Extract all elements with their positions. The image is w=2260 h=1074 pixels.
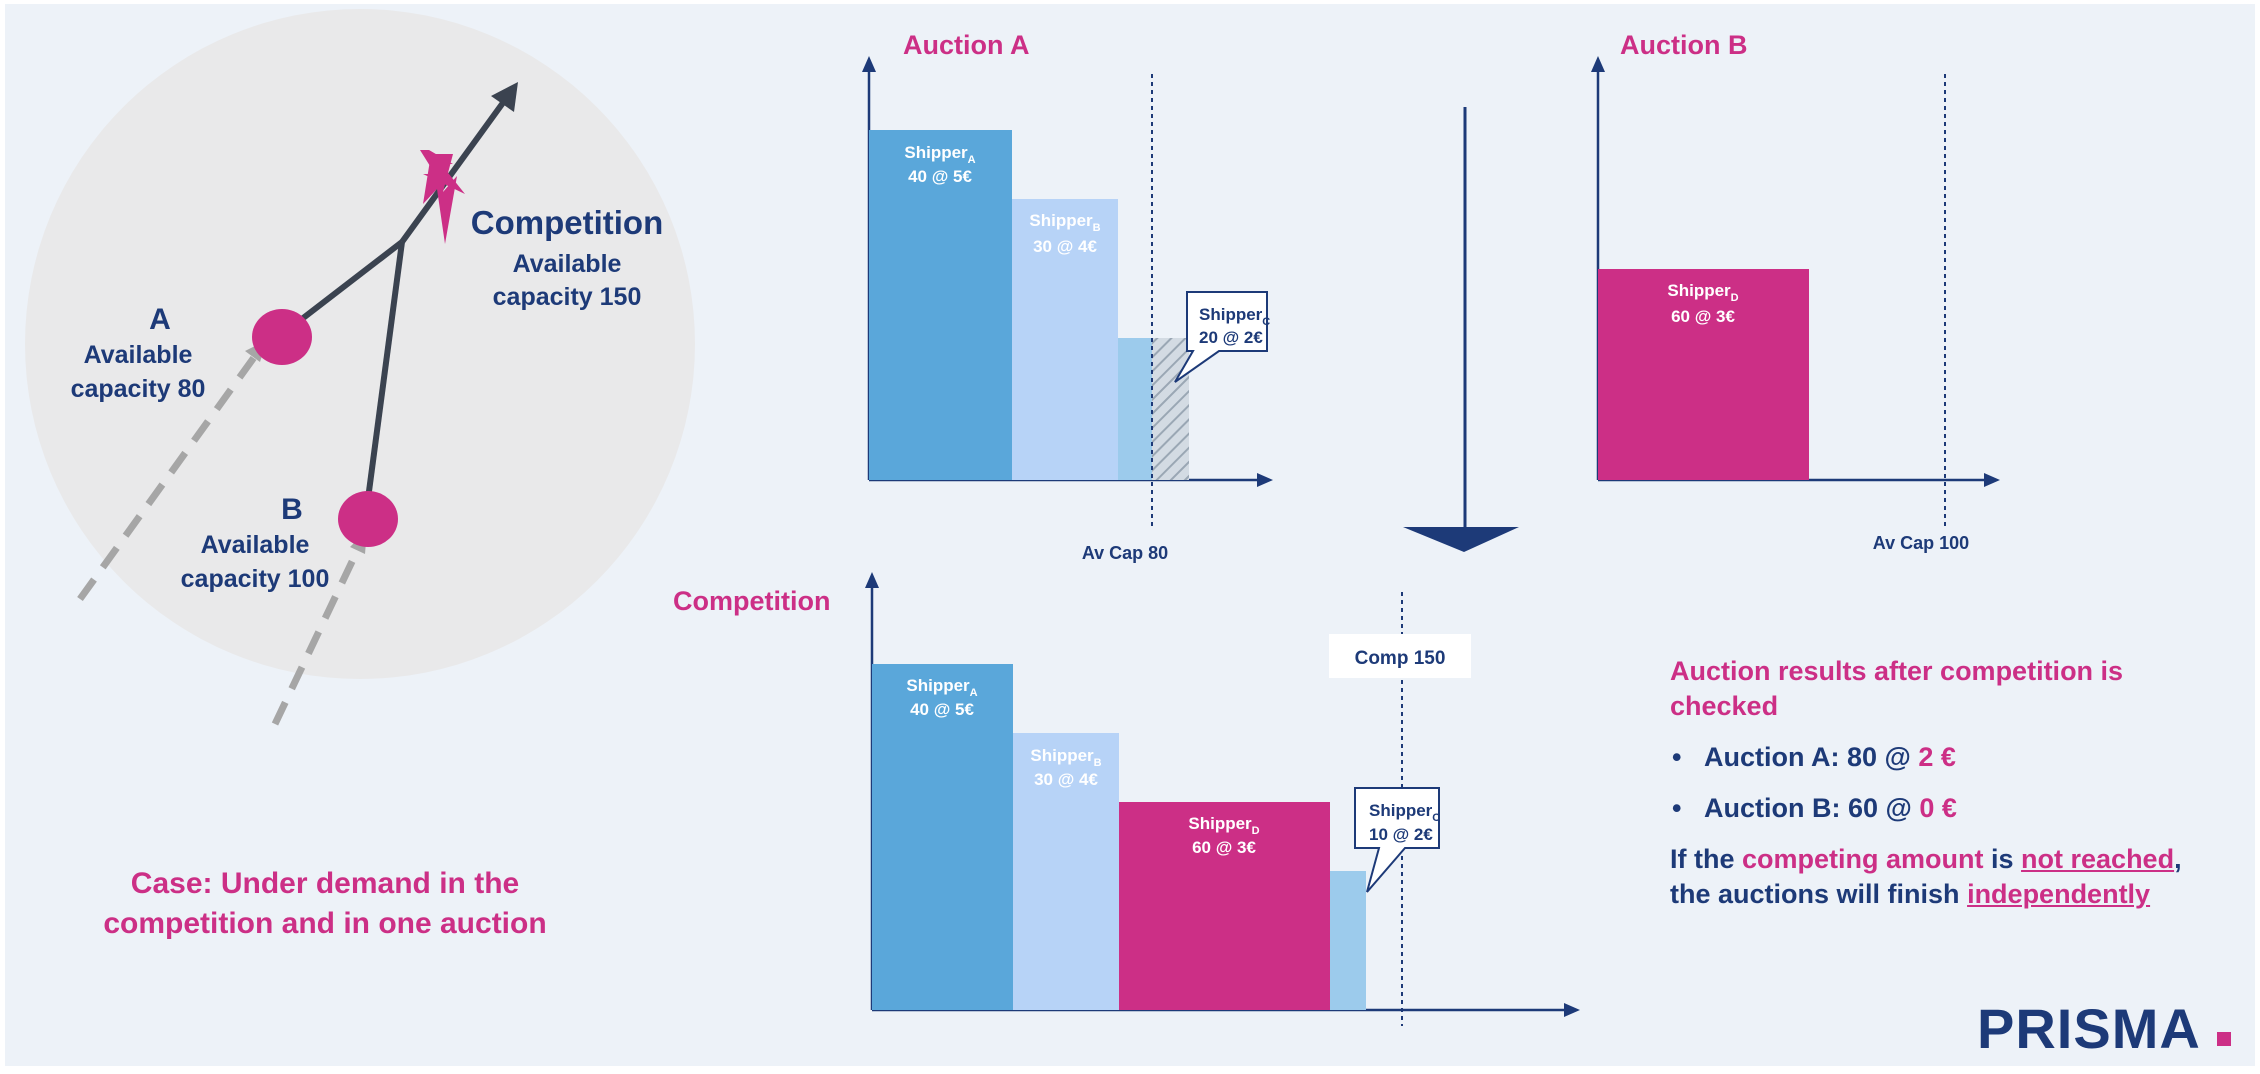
competition-offer-shipper-d: 60 @ 3€ [1192, 838, 1256, 857]
competition-capacity-box [1329, 634, 1471, 678]
point-b-node [338, 491, 398, 547]
auction-a-offer-shipper-b: 30 @ 4€ [1033, 237, 1097, 256]
competition-capacity-line2: capacity 150 [493, 283, 642, 311]
lightning-icon-bolt [423, 154, 457, 244]
competition-chart-title: Competition [673, 586, 830, 616]
prisma-logo: PRISMA [1977, 997, 2231, 1060]
bullet-dot-icon: • [1672, 742, 1682, 772]
arrow-icon [491, 82, 518, 112]
auction-a-callout-shipper-c [1174, 291, 1268, 383]
point-b-letter: B [281, 493, 303, 526]
competition-capacity-label: Comp 150 [1355, 648, 1446, 669]
competition-callout-shipper-c [1354, 787, 1440, 893]
auction-b-title: Auction B [1620, 30, 1748, 60]
auction-b-label-shipper-d: ShipperD [1667, 281, 1738, 304]
results-heading: Auction results after competition is che… [1670, 656, 2124, 721]
auction-a-offer-shipper-a: 40 @ 5€ [908, 167, 972, 186]
competition-bar-shipper-d [1119, 802, 1330, 1010]
link-b-to-junction [363, 241, 405, 515]
case-description: Case: Under demand in the competition an… [103, 867, 547, 940]
auction-a-chart: Auction A ShipperA 40 @ 5€ ShipperB 30 @… [862, 30, 1273, 563]
network-background-circle [25, 9, 695, 679]
network-diagram: Competition Available capacity 150 A Ava… [25, 9, 695, 726]
auction-a-y-arrowhead [862, 56, 876, 72]
results-item-auction-b: • Auction B: 60 @ 0 € [1670, 791, 2190, 826]
inflow-arrow-b [271, 547, 362, 726]
competition-y-arrowhead [865, 572, 879, 588]
competition-label-shipper-d: ShipperD [1188, 814, 1259, 837]
link-a-to-junction [283, 239, 404, 335]
competition-label: Competition [471, 204, 663, 241]
point-b-capacity-line1: Available [201, 531, 310, 559]
competition-chart: Competition Comp 150 ShipperA 40 @ 5€ Sh… [673, 572, 1580, 1026]
competition-offer-shipper-a: 40 @ 5€ [910, 700, 974, 719]
slide: Competition Available capacity 150 A Ava… [5, 4, 2255, 1066]
competition-bar-shipper-b [1013, 733, 1119, 1010]
competition-arrow-line [399, 98, 508, 244]
auction-a-title: Auction A [903, 30, 1029, 60]
competition-offer-shipper-c: 10 @ 2€ [1369, 825, 1433, 844]
competition-label-shipper-c: ShipperC [1369, 801, 1440, 824]
point-a-letter: A [149, 303, 171, 336]
logo-text: PRISMA [1977, 997, 2201, 1060]
point-a-capacity-line1: Available [84, 341, 193, 369]
results-item-auction-a: • Auction A: 80 @ 2 € [1670, 740, 2190, 775]
auction-a-x-arrowhead [1257, 473, 1273, 487]
competition-x-arrowhead [1564, 1003, 1580, 1017]
point-a-capacity-line2: capacity 80 [71, 375, 206, 403]
logo-dot-icon [2217, 1032, 2231, 1046]
results-price-auction-b: 0 € [1919, 793, 1957, 823]
inflow-arrow-a [77, 353, 258, 602]
competition-bar-shipper-a [872, 664, 1013, 1010]
diagram-canvas: Competition Available capacity 150 A Ava… [25, 9, 2231, 1060]
auction-a-bar-shipper-a [869, 130, 1012, 480]
down-arrow [1403, 107, 1519, 552]
competition-label-shipper-b: ShipperB [1030, 746, 1101, 769]
competition-label-shipper-a: ShipperA [906, 676, 977, 699]
auction-b-bar-shipper-d [1598, 269, 1809, 480]
results-price-auction-a: 2 € [1918, 742, 1956, 772]
auction-a-capacity-label: Av Cap 80 [1082, 543, 1168, 563]
competition-offer-shipper-b: 30 @ 4€ [1034, 770, 1098, 789]
auction-a-bar-shipper-b [1012, 199, 1118, 480]
auction-results: Auction results after competition is che… [1670, 654, 2190, 912]
auction-a-label-shipper-b: ShipperB [1029, 211, 1100, 234]
competition-capacity-line1: Available [513, 250, 622, 278]
point-a-node [252, 309, 312, 365]
competition-bar-shipper-c [1330, 871, 1366, 1010]
auction-a-label-shipper-c: ShipperC [1199, 305, 1270, 328]
bullet-dot-icon: • [1672, 793, 1682, 823]
auction-b-chart: Auction B ShipperD 60 @ 3€ Av Cap 100 [1591, 30, 2000, 553]
auction-a-bar-shipper-c-excess [1152, 338, 1189, 480]
auction-a-label-shipper-a: ShipperA [904, 143, 975, 166]
auction-b-capacity-label: Av Cap 100 [1873, 533, 1969, 553]
results-note: If the competing amount is not reached, … [1670, 844, 2182, 909]
auction-a-offer-shipper-c: 20 @ 2€ [1199, 328, 1263, 347]
auction-a-bar-shipper-c-accepted [1118, 338, 1152, 480]
auction-b-y-arrowhead [1591, 56, 1605, 72]
down-arrow-icon [1403, 527, 1519, 552]
point-b-capacity-line2: capacity 100 [181, 565, 330, 593]
auction-b-offer-shipper-d: 60 @ 3€ [1671, 307, 1735, 326]
auction-b-x-arrowhead [1984, 473, 2000, 487]
